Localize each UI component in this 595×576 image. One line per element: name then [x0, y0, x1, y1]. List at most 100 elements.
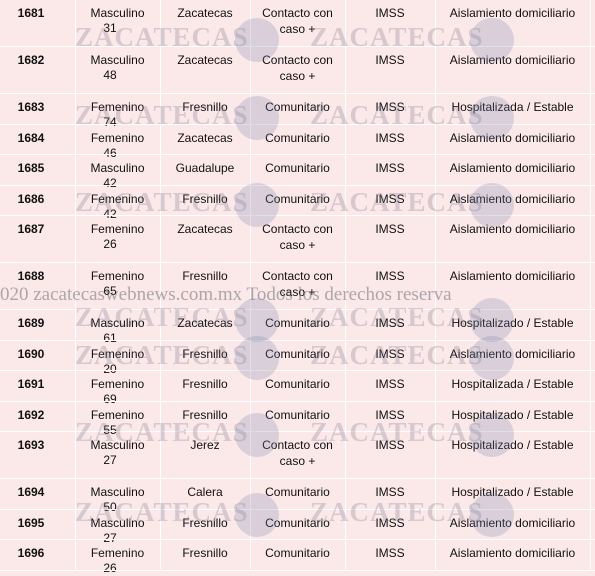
- sex: Femenino: [90, 222, 145, 236]
- institution: IMSS: [375, 6, 405, 20]
- age: 42: [103, 176, 117, 190]
- row-divider: [0, 154, 595, 155]
- municipality: Zacatecas: [177, 316, 233, 330]
- municipality: Fresnillo: [182, 100, 228, 114]
- column-divider: [160, 0, 161, 569]
- status: Hospitalizada / Estable: [451, 377, 574, 391]
- status: Aislamiento domiciliario: [449, 6, 576, 20]
- copyright-watermark: 020 zacatecaswebnews.com.mx Todos los de…: [0, 284, 452, 305]
- sex: Masculino: [90, 316, 145, 330]
- institution: IMSS: [375, 130, 405, 145]
- contagion-type: Comunitario: [265, 316, 330, 330]
- sex: Masculino: [90, 515, 145, 530]
- column-divider: [250, 0, 251, 569]
- status: Aislamiento domiciliario: [449, 130, 576, 145]
- case-id: 1685: [17, 161, 45, 175]
- row-divider: [0, 46, 595, 47]
- institution: IMSS: [375, 485, 405, 499]
- contagion-type: Contacto con caso +: [262, 222, 333, 252]
- column-divider: [435, 0, 436, 569]
- age: 42: [103, 206, 117, 221]
- sex: Masculino: [90, 485, 145, 499]
- age: 31: [103, 21, 117, 35]
- municipality: Jerez: [190, 438, 220, 452]
- municipality: Zacatecas: [177, 53, 233, 67]
- case-id: 1683: [17, 100, 45, 114]
- age: 27: [103, 453, 117, 467]
- contagion-type: Comunitario: [265, 191, 330, 206]
- column-divider: [590, 0, 591, 569]
- contagion-type: Comunitario: [265, 515, 330, 530]
- contagion-type: Comunitario: [265, 485, 330, 499]
- institution: IMSS: [375, 346, 405, 361]
- age: 50: [103, 500, 117, 514]
- status: Aislamiento domiciliario: [449, 269, 576, 283]
- case-id: 1695: [17, 515, 45, 530]
- status: Hospitalizado / Estable: [451, 438, 574, 452]
- age: 46: [103, 145, 117, 160]
- case-id: 1687: [17, 222, 45, 236]
- age: 26: [103, 561, 117, 575]
- age: 65: [103, 284, 117, 298]
- institution: IMSS: [375, 438, 405, 452]
- sex: Masculino: [90, 161, 145, 175]
- sex: Femenino: [90, 377, 145, 391]
- sex: Femenino: [90, 130, 145, 145]
- row-divider: [0, 93, 595, 94]
- contagion-type: Comunitario: [265, 346, 330, 361]
- row-divider: [0, 339, 595, 341]
- age: 20: [103, 361, 117, 376]
- municipality: Calera: [187, 485, 223, 499]
- status: Hospitalizado / Estable: [451, 316, 574, 330]
- institution: IMSS: [375, 269, 405, 283]
- contagion-type: Comunitario: [265, 100, 330, 114]
- status: Aislamiento domiciliario: [449, 53, 576, 67]
- sex: Femenino: [90, 191, 145, 206]
- age: 26: [103, 237, 117, 251]
- contagion-type: Comunitario: [265, 546, 330, 560]
- case-id: 1689: [17, 316, 45, 330]
- contagion-type: Contacto con caso +: [262, 6, 333, 36]
- institution: IMSS: [375, 222, 405, 236]
- case-id: 1690: [17, 346, 45, 361]
- status: Aislamiento domiciliario: [449, 546, 576, 560]
- institution: IMSS: [375, 191, 405, 206]
- sex: Femenino: [90, 100, 145, 114]
- sex: Femenino: [90, 546, 145, 560]
- row-divider: [0, 508, 595, 510]
- column-divider: [345, 0, 346, 569]
- institution: IMSS: [375, 515, 405, 530]
- status: Aislamiento domiciliario: [449, 161, 576, 175]
- case-id: 1682: [17, 53, 45, 67]
- sex: Masculino: [90, 6, 145, 20]
- row-divider: [0, 569, 595, 571]
- row-divider: [0, 215, 595, 216]
- municipality: Fresnillo: [182, 407, 228, 422]
- contagion-type: Comunitario: [265, 377, 330, 391]
- age: 61: [103, 331, 117, 345]
- row-divider: [0, 262, 595, 263]
- age: 69: [103, 392, 117, 406]
- case-id: 1691: [17, 377, 45, 391]
- case-id: 1693: [17, 438, 45, 452]
- status: Hospitalizada / Estable: [451, 100, 574, 114]
- municipality: Zacatecas: [177, 6, 233, 20]
- contagion-type: Comunitario: [265, 130, 330, 145]
- row-divider: [0, 431, 595, 432]
- institution: IMSS: [375, 53, 405, 67]
- age: 27: [103, 530, 117, 545]
- row-divider: [0, 370, 595, 371]
- status: Hospitalizado / Estable: [451, 407, 574, 422]
- row-divider: [0, 400, 595, 402]
- case-id: 1686: [17, 191, 45, 206]
- row-divider: [0, 539, 595, 540]
- case-id: 1692: [17, 407, 45, 422]
- row-divider: [0, 184, 595, 186]
- institution: IMSS: [375, 100, 405, 114]
- case-id: 1696: [17, 546, 45, 560]
- municipality: Fresnillo: [182, 377, 228, 391]
- municipality: Fresnillo: [182, 269, 228, 283]
- institution: IMSS: [375, 316, 405, 330]
- municipality: Fresnillo: [182, 191, 228, 206]
